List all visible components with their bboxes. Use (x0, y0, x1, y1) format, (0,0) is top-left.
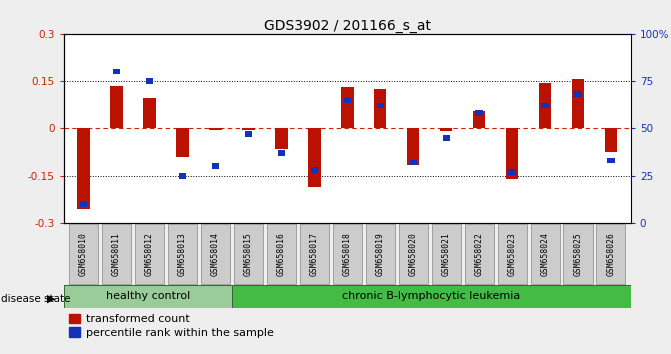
Bar (605, 128, 617, 152)
Bar (509, 169, 516, 175)
Text: ▶: ▶ (46, 294, 55, 304)
Bar (308, 128, 321, 187)
Bar (311, 167, 318, 173)
Text: GSM658026: GSM658026 (607, 232, 615, 276)
Bar (539, 82, 552, 128)
Bar (574, 91, 582, 97)
Text: GSM658025: GSM658025 (574, 232, 582, 276)
Text: GSM658015: GSM658015 (244, 232, 253, 276)
Bar (440, 128, 452, 131)
Bar (80, 201, 87, 207)
FancyBboxPatch shape (168, 224, 197, 284)
Bar (209, 128, 221, 130)
Bar (146, 78, 153, 84)
FancyBboxPatch shape (69, 224, 98, 284)
FancyBboxPatch shape (464, 224, 494, 284)
Text: GSM658010: GSM658010 (79, 232, 88, 276)
Bar (245, 131, 252, 137)
Bar (376, 103, 384, 108)
Text: GSM658016: GSM658016 (277, 232, 286, 276)
Bar (143, 98, 156, 128)
Bar (607, 158, 615, 163)
Bar (212, 163, 219, 169)
Bar (506, 128, 518, 179)
FancyBboxPatch shape (531, 224, 560, 284)
Text: healthy control: healthy control (105, 291, 190, 302)
Bar (64, 285, 232, 308)
FancyBboxPatch shape (597, 224, 625, 284)
FancyBboxPatch shape (333, 224, 362, 284)
Text: GSM658018: GSM658018 (343, 232, 352, 276)
Bar (110, 86, 123, 128)
Text: disease state: disease state (1, 294, 71, 304)
Text: chronic B-lymphocytic leukemia: chronic B-lymphocytic leukemia (342, 291, 521, 302)
Text: GSM658022: GSM658022 (474, 232, 484, 276)
Bar (344, 97, 351, 103)
Bar (176, 128, 189, 157)
Bar (178, 173, 186, 178)
FancyBboxPatch shape (564, 224, 592, 284)
FancyBboxPatch shape (498, 224, 527, 284)
Bar (572, 79, 584, 128)
Text: GSM658020: GSM658020 (409, 232, 417, 276)
Text: GSM658024: GSM658024 (541, 232, 550, 276)
Title: GDS3902 / 201166_s_at: GDS3902 / 201166_s_at (264, 19, 431, 33)
FancyBboxPatch shape (267, 224, 296, 284)
Bar (409, 160, 417, 165)
Text: GSM658012: GSM658012 (145, 232, 154, 276)
FancyBboxPatch shape (201, 224, 230, 284)
FancyBboxPatch shape (431, 224, 460, 284)
FancyBboxPatch shape (135, 224, 164, 284)
FancyBboxPatch shape (102, 224, 131, 284)
Text: GSM658011: GSM658011 (112, 232, 121, 276)
Bar (374, 89, 386, 128)
Bar (473, 111, 485, 128)
FancyBboxPatch shape (234, 224, 263, 284)
Bar (476, 110, 482, 116)
Bar (278, 150, 285, 156)
Text: GSM658017: GSM658017 (310, 232, 319, 276)
Bar (341, 87, 354, 128)
FancyBboxPatch shape (399, 224, 427, 284)
FancyBboxPatch shape (366, 224, 395, 284)
Bar (442, 135, 450, 141)
Text: GSM658021: GSM658021 (442, 232, 451, 276)
Text: GSM658023: GSM658023 (507, 232, 517, 276)
Text: GSM658019: GSM658019 (376, 232, 384, 276)
Bar (113, 69, 120, 74)
Bar (541, 103, 549, 108)
Legend: transformed count, percentile rank within the sample: transformed count, percentile rank withi… (69, 314, 274, 338)
Bar (77, 128, 90, 209)
Bar (275, 128, 288, 149)
Bar (232, 285, 631, 308)
Bar (407, 128, 419, 165)
FancyBboxPatch shape (300, 224, 329, 284)
Text: GSM658014: GSM658014 (211, 232, 220, 276)
Bar (242, 128, 254, 130)
Text: GSM658013: GSM658013 (178, 232, 187, 276)
